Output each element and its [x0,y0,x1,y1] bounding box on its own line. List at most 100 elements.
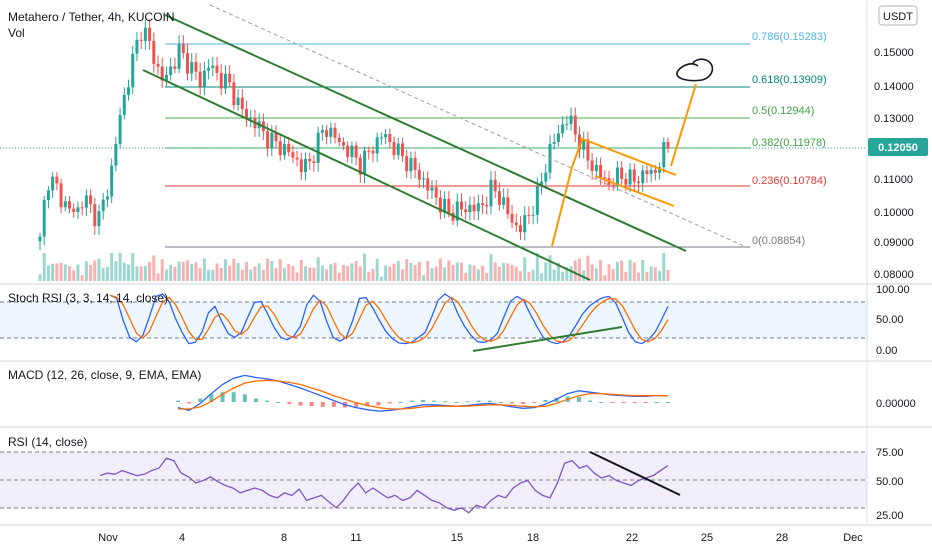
fib-label-618: 0.618(0.13909) [752,74,827,86]
volume-bar [308,267,312,281]
volume-bar [518,271,522,281]
time-tick: 15 [451,532,463,544]
volume-bar [118,253,122,281]
volume-bar [68,266,72,281]
price-axis[interactable]: USDT 0.15000 0.14000 0.13000 0.12000 0.1… [868,5,928,522]
volume-bar [375,258,379,281]
channel-upper-line[interactable] [164,14,687,252]
target-circle-mark[interactable] [676,58,714,82]
volume-bar [287,263,291,281]
volume-bar [451,265,455,281]
candle-body [363,150,367,175]
candle-body [447,198,451,213]
volume-bar [240,269,244,281]
candle-body [396,143,400,156]
candle-body [59,183,63,208]
volume-bar [169,265,173,281]
channel-lower-line[interactable] [142,69,591,281]
flag-lower-line[interactable] [594,175,675,207]
candle-body [122,94,126,115]
volume-bar [110,253,114,281]
macd-title: MACD (12, 26, close, 9, EMA, EMA) [8,368,201,382]
time-axis[interactable]: Nov 4 8 11 15 18 22 25 28 Dec [98,532,863,544]
candle-body [582,139,586,150]
macd-histogram-bar [610,402,615,403]
stoch-divergence-line[interactable] [472,326,623,352]
macd-tick: 0.00000 [876,398,916,410]
volume-bar [481,265,485,281]
candle-body [422,178,426,180]
fib-label-236: 0.236(0.10784) [752,175,827,187]
volume-bar [641,259,645,281]
price-tick: 0.11000 [874,174,913,186]
volume-bar [291,266,295,281]
macd-histogram-bar [588,400,593,402]
orange-projection-path[interactable] [551,139,583,247]
candle-body [169,66,173,75]
candle-body [38,236,42,242]
volume-bar [666,269,670,281]
volume-bar [615,261,619,281]
currency-button[interactable] [878,5,918,26]
macd-histogram-bar [654,402,659,403]
volume-bar [384,265,388,281]
candle-body [320,130,324,133]
candle-body [114,143,118,166]
volume-bar [122,262,126,281]
price-tick: 0.15000 [874,47,914,59]
volume-bar [603,275,607,281]
dashed-trend-line[interactable] [209,4,747,248]
candle-body [565,123,569,125]
volume-bar [173,266,177,281]
candle-body [628,169,632,185]
macd-histogram-bar [454,402,459,403]
volume-bar [329,264,333,281]
volume-bar [282,268,286,281]
macd-histogram-bar [242,394,247,402]
candle-body [118,114,122,144]
volume-bar [363,253,367,281]
candle-body [198,71,202,87]
flag-upper-line[interactable] [579,137,677,176]
rsi-divergence-line[interactable] [589,451,681,496]
volume-bar [63,264,67,281]
breakout-target-line[interactable] [670,83,697,167]
volume-bar [38,274,42,281]
trend-drawings[interactable] [142,4,747,281]
volume-bar [577,258,581,281]
volume-bar [127,264,131,281]
macd-histogram-bar [465,401,470,403]
volume-bar [97,258,101,281]
candle-body [312,161,316,163]
candle-body [194,61,198,72]
price-tick: 0.09000 [874,237,914,249]
candle-body [337,137,341,143]
candle-body [379,137,383,139]
macd-histogram-bar [176,400,180,402]
volume-bar [624,271,628,281]
candle-body [459,201,463,210]
macd-histogram-bar [265,400,270,402]
volume-bar [131,253,135,281]
macd-histogram-bar [643,402,648,403]
time-tick: Nov [98,532,118,544]
macd-histogram-bar [476,400,481,402]
candle-body [561,124,565,134]
candle-body [417,169,421,180]
candle-body [535,186,539,215]
candle-body [190,61,194,74]
candle-body [611,184,615,187]
rsi-series [99,457,669,514]
candle-body [245,108,249,120]
macd-histogram-bar [666,402,670,403]
candle-body [316,132,320,163]
currency-button-label: USDT [883,11,913,23]
fib-label-0: 0(0.08854) [752,235,805,247]
macd-histogram-bar [498,402,503,403]
candle-body [367,150,371,152]
candle-body [586,139,590,161]
macd-histogram-bar [220,392,225,402]
volume-bar [190,263,194,281]
volume-bar [350,263,354,281]
